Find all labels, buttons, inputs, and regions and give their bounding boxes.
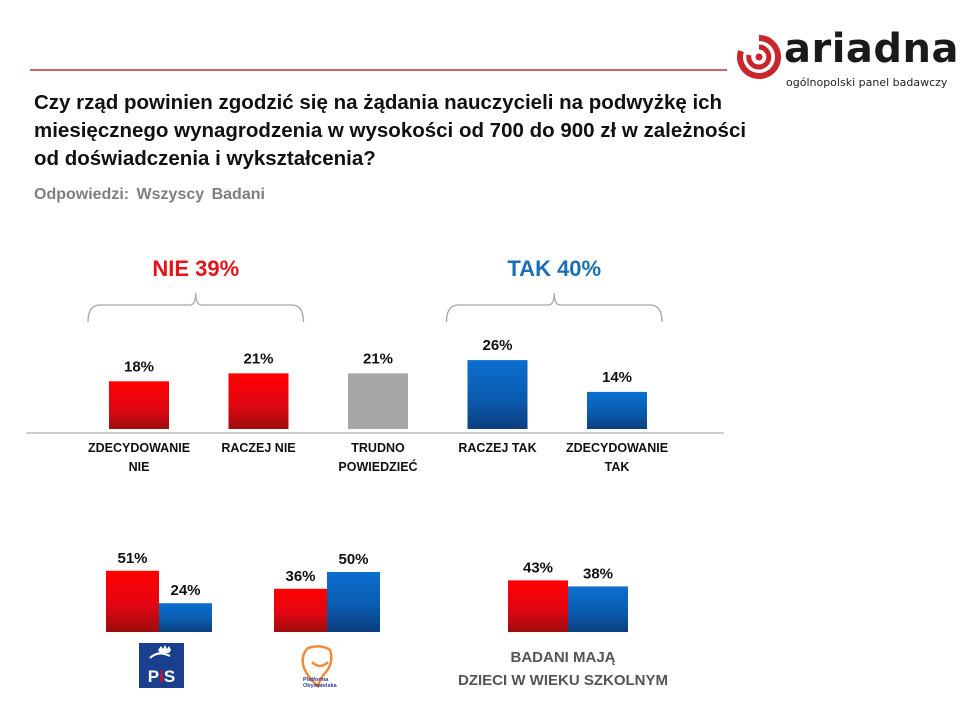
main-bar-chart: 18% 21% 21% 26% 14% <box>26 292 724 434</box>
children-value-label: 38% <box>583 565 613 582</box>
svg-text:Platforma: Platforma <box>303 677 329 683</box>
pis-bar-nie <box>106 570 159 632</box>
po-bar-tak <box>327 572 380 632</box>
children-bar-nie <box>508 580 568 632</box>
pis-value-label: 24% <box>170 582 200 599</box>
pis-value-label: 51% <box>117 550 147 567</box>
group-bracket <box>445 292 663 323</box>
group-total-label: TAK 40% <box>507 256 602 281</box>
category-label: RACZEJ NIE <box>221 441 296 455</box>
children-value-label: 43% <box>523 559 553 576</box>
header-divider <box>30 69 727 71</box>
group-brackets <box>87 292 663 323</box>
bar-value-label: 21% <box>363 350 393 367</box>
svg-text:PiS: PiS <box>148 667 175 686</box>
category-label: TRUDNO POWIEDZIEĆ <box>338 441 418 474</box>
category-label: ZDECYDOWANIE NIE <box>87 441 191 474</box>
bar-value-label: 18% <box>124 358 154 375</box>
po-value-label: 50% <box>338 551 368 568</box>
pis-bar-tak <box>159 603 212 632</box>
po-value-label: 36% <box>285 568 315 585</box>
group-bracket <box>87 292 305 323</box>
subgroup-charts: 51% 24% 36% 50% 43% 38% PiS Platforma Obywate… <box>106 550 628 689</box>
category-label: ZDECYDOWANIE TAK <box>565 441 669 474</box>
question-title: Czy rząd powinien zgodzić się na żądania… <box>34 91 747 170</box>
brand-name: ariadna <box>784 26 960 72</box>
ariadna-spiral-icon <box>737 35 781 79</box>
ariadna-logo: ariadna ogólnopolski panel badawczy <box>736 26 959 94</box>
respondents-subtitle: Odpowiedzi: Wszyscy Badani <box>34 186 265 203</box>
brand-tagline: ogólnopolski panel badawczy <box>786 76 948 89</box>
bar-value-label: 26% <box>482 337 512 354</box>
bar-1 <box>109 381 169 429</box>
category-label: RACZEJ TAK <box>458 441 537 455</box>
svg-text:Obywatelska: Obywatelska <box>303 683 338 689</box>
children-bar-tak <box>568 586 628 632</box>
bar-value-label: 14% <box>602 369 632 386</box>
pis-logo: PiS <box>139 643 184 688</box>
subgroup-bars: 51% 24% 36% 50% 43% 38% <box>106 550 628 632</box>
po-bar-nie <box>274 588 327 632</box>
crown-icon <box>158 645 171 653</box>
group-total-label: NIE 39% <box>152 256 240 281</box>
po-logo: Platforma Obywatelska <box>301 645 338 689</box>
children-subgroup-label: BADANI MAJĄ DZIECI W WIEKU SZKOLNYM <box>458 649 668 689</box>
bar-4 <box>467 360 528 429</box>
bar-5 <box>587 391 647 429</box>
bar-3 <box>348 373 408 429</box>
main-bars: 18% 21% 21% 26% 14% <box>109 337 647 429</box>
bar-value-label: 21% <box>243 350 273 367</box>
bar-2 <box>228 373 289 429</box>
